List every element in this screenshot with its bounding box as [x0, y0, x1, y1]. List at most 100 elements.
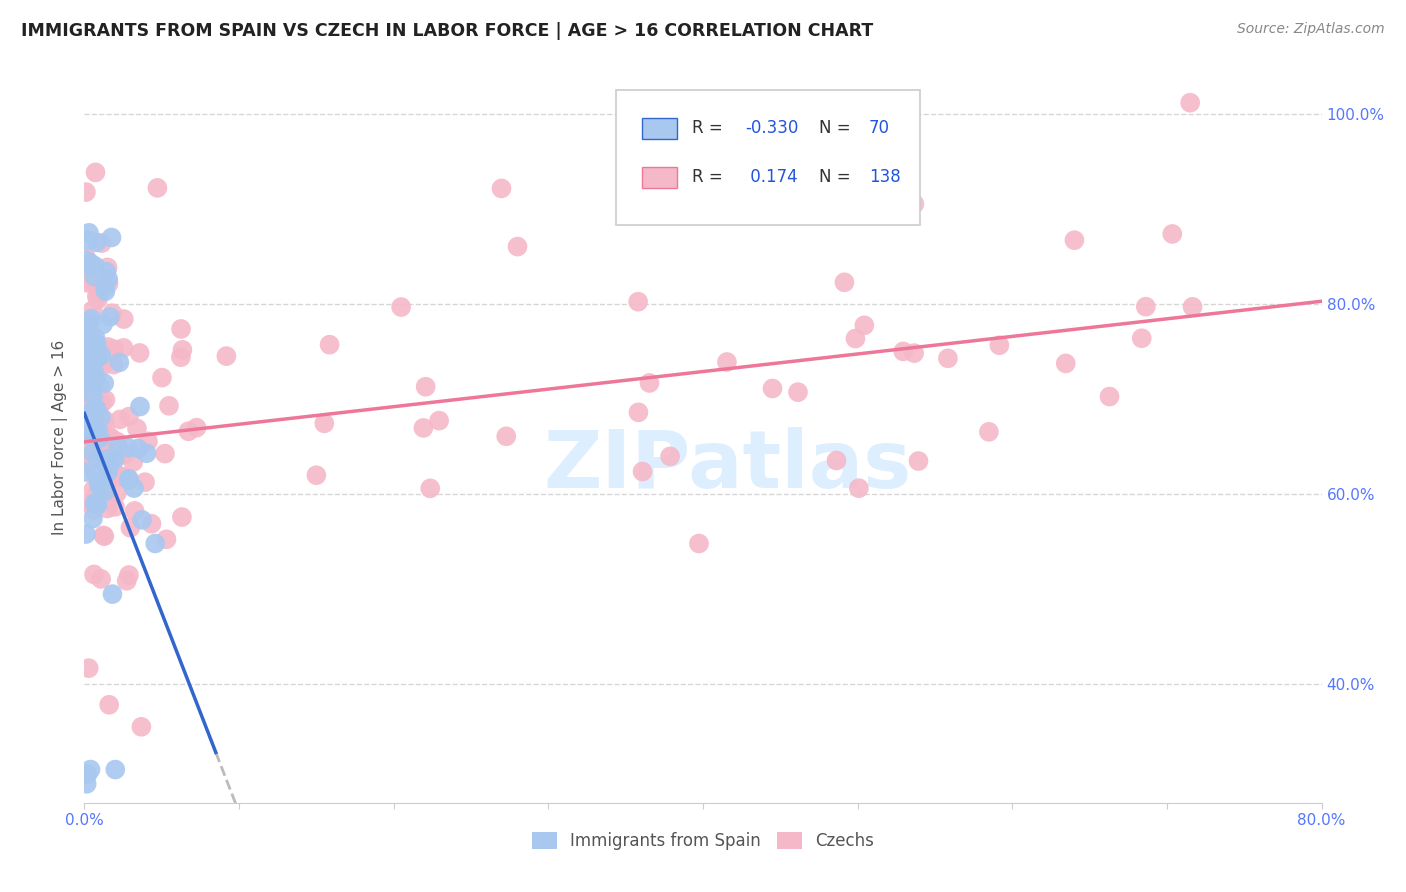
- Point: [172, 343, 194, 357]
- Point: [112, 448, 135, 462]
- Point: [153, 447, 176, 461]
- Point: [131, 720, 153, 734]
- Point: [314, 417, 336, 431]
- Point: [977, 425, 1000, 439]
- Point: [177, 424, 200, 438]
- Point: [87, 293, 110, 307]
- Point: [79, 315, 101, 329]
- Point: [80, 374, 103, 388]
- Point: [91, 354, 114, 368]
- Point: [75, 407, 97, 421]
- Y-axis label: In Labor Force | Age > 16: In Labor Force | Age > 16: [52, 340, 69, 534]
- Point: [97, 272, 120, 286]
- Point: [101, 464, 124, 478]
- Point: [76, 374, 98, 388]
- Point: [82, 511, 104, 525]
- Point: [107, 440, 129, 454]
- Point: [80, 400, 103, 414]
- Point: [903, 197, 925, 211]
- Point: [118, 474, 141, 488]
- Point: [103, 358, 125, 372]
- Point: [1181, 300, 1204, 314]
- Point: [412, 421, 434, 435]
- Point: [104, 763, 127, 777]
- Point: [112, 312, 135, 326]
- Point: [118, 409, 141, 424]
- Point: [1063, 233, 1085, 247]
- Text: 70: 70: [869, 120, 890, 137]
- Point: [79, 424, 101, 438]
- Point: [83, 269, 105, 284]
- Point: [96, 265, 118, 279]
- Point: [82, 380, 104, 394]
- Point: [77, 233, 100, 247]
- Legend: Immigrants from Spain, Czechs: Immigrants from Spain, Czechs: [524, 825, 882, 856]
- Point: [75, 395, 97, 409]
- Point: [80, 275, 103, 289]
- Point: [86, 489, 108, 503]
- Text: N =: N =: [820, 169, 856, 186]
- Point: [108, 355, 131, 369]
- Point: [82, 390, 104, 404]
- Point: [94, 441, 117, 455]
- Point: [83, 503, 105, 517]
- Point: [638, 376, 661, 390]
- Point: [75, 356, 97, 370]
- Point: [84, 467, 107, 481]
- Point: [134, 475, 156, 490]
- Point: [79, 259, 101, 273]
- Point: [988, 338, 1011, 352]
- Text: N =: N =: [820, 120, 856, 137]
- Point: [125, 421, 148, 435]
- Point: [77, 352, 100, 367]
- Point: [90, 572, 112, 586]
- Point: [90, 359, 112, 374]
- Point: [90, 410, 112, 425]
- Point: [94, 392, 117, 407]
- Point: [82, 303, 104, 318]
- Point: [853, 318, 876, 333]
- Point: [75, 465, 97, 479]
- Point: [122, 481, 145, 495]
- Point: [93, 376, 115, 391]
- Point: [97, 465, 120, 479]
- Point: [75, 253, 97, 268]
- Point: [84, 259, 107, 273]
- Text: Source: ZipAtlas.com: Source: ZipAtlas.com: [1237, 22, 1385, 37]
- Point: [75, 374, 97, 388]
- Point: [135, 446, 157, 460]
- Point: [79, 409, 101, 423]
- Point: [87, 448, 110, 462]
- Point: [631, 465, 654, 479]
- Point: [1054, 356, 1077, 370]
- Point: [97, 277, 120, 291]
- Point: [100, 230, 122, 244]
- Point: [80, 311, 103, 326]
- Point: [94, 280, 117, 294]
- Point: [834, 275, 856, 289]
- Point: [84, 337, 107, 351]
- Point: [76, 428, 98, 442]
- Point: [129, 400, 152, 414]
- Point: [427, 414, 450, 428]
- Point: [77, 346, 100, 360]
- Point: [101, 433, 124, 447]
- Point: [93, 528, 115, 542]
- Point: [848, 481, 870, 495]
- Point: [98, 458, 121, 472]
- Point: [84, 370, 107, 384]
- Point: [136, 434, 159, 449]
- Text: ZIPatlas: ZIPatlas: [544, 427, 912, 506]
- Point: [82, 446, 104, 460]
- Point: [155, 533, 177, 547]
- Point: [891, 344, 914, 359]
- Point: [77, 661, 100, 675]
- Point: [86, 235, 108, 250]
- Point: [157, 399, 180, 413]
- FancyBboxPatch shape: [643, 118, 678, 138]
- Point: [127, 442, 149, 456]
- Point: [87, 424, 110, 438]
- Point: [84, 352, 107, 367]
- Point: [87, 426, 110, 441]
- Point: [77, 334, 100, 348]
